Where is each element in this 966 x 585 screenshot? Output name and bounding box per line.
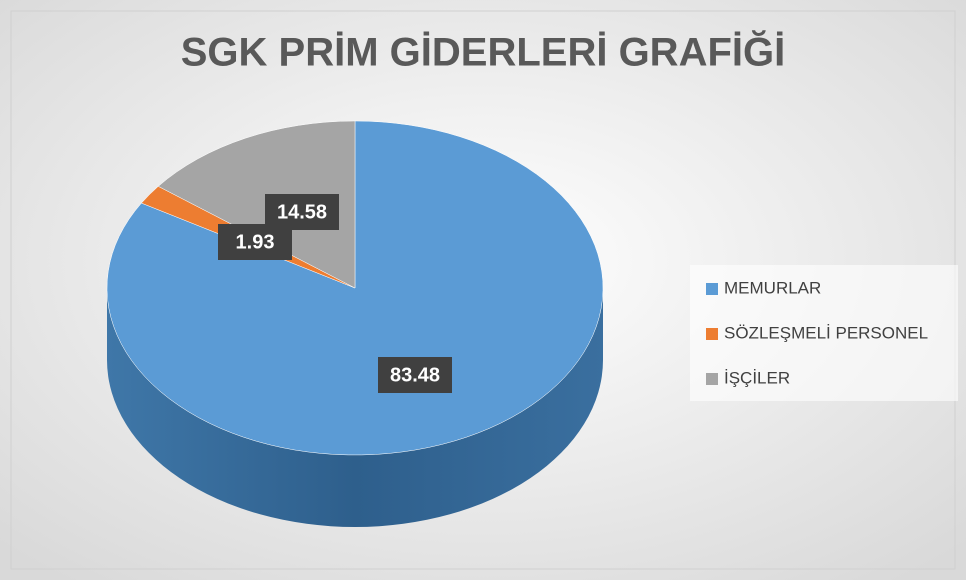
legend-label: SÖZLEŞMELİ PERSONEL: [724, 323, 928, 342]
legend-label: İŞÇİLER: [724, 368, 790, 387]
data-label: 14.58: [277, 201, 327, 223]
pie-slice: [157, 120, 356, 289]
legend-swatch: [706, 283, 718, 295]
data-label-box: [378, 357, 452, 393]
pie-side: [107, 288, 603, 527]
legend-swatch: [706, 373, 718, 385]
legend-swatch: [706, 328, 718, 340]
legend-label: MEMURLAR: [724, 278, 821, 297]
data-label: 83.48: [390, 364, 440, 386]
legend-box: [690, 265, 958, 401]
chart-title: SGK PRİM GİDERLERİ GRAFİĞİ: [181, 29, 785, 75]
data-label: 1.93: [236, 231, 275, 253]
data-label-box: [265, 194, 339, 230]
